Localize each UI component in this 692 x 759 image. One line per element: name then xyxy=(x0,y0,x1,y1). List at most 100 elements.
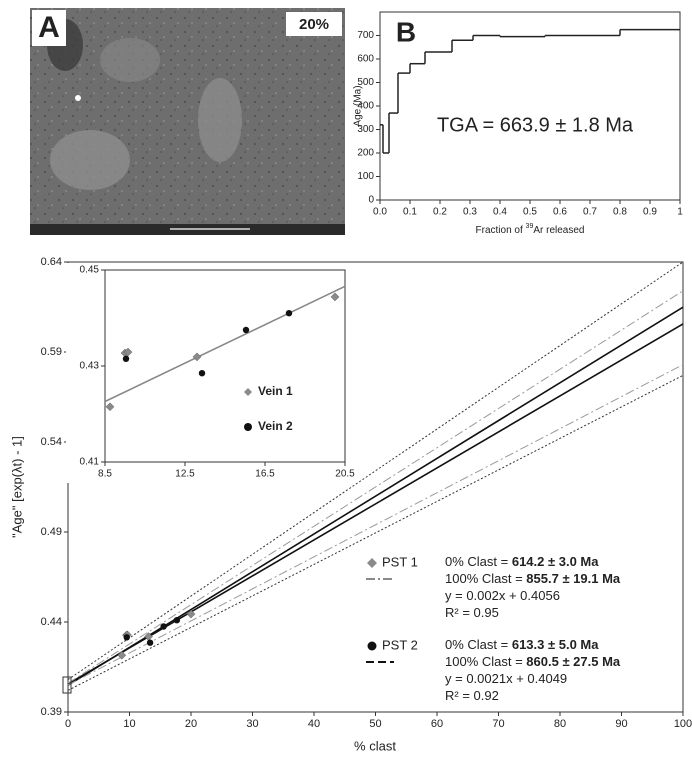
legend-value: 860.5 ± 27.5 Ma xyxy=(526,654,621,669)
y-tick-label: 700 xyxy=(357,30,374,41)
plot-frame xyxy=(379,11,681,201)
legend-label: PST 2 xyxy=(382,637,418,652)
legend-label: Vein 2 xyxy=(258,419,293,433)
panel-label: A xyxy=(38,11,60,44)
legend-key: y = 0.0021x + 0.4049 xyxy=(445,671,567,686)
point xyxy=(330,292,340,302)
label-box xyxy=(388,16,424,50)
x-tick-label: 30 xyxy=(246,718,258,730)
point xyxy=(173,617,181,624)
clast xyxy=(198,78,242,162)
legend-key: 100% Clast = xyxy=(445,571,526,586)
x-tick-label: 1 xyxy=(677,207,683,218)
y-tick-label: 600 xyxy=(357,54,374,65)
y-tick-label: 0 xyxy=(368,195,374,206)
legend-key: R² = 0.95 xyxy=(445,605,499,620)
legend-text: 0% Clast = 614.2 ± 3.0 Ma xyxy=(445,554,599,569)
panel-a: A 20% xyxy=(30,8,345,235)
legend-value: 613.3 ± 5.0 Ma xyxy=(512,637,599,652)
legend-text: 100% Clast = 855.7 ± 19.1 Ma xyxy=(445,571,621,586)
legend-text: R² = 0.92 xyxy=(445,688,499,703)
legend-key: 100% Clast = xyxy=(445,654,526,669)
legend-value: 855.7 ± 19.1 Ma xyxy=(526,571,621,586)
fit-line xyxy=(104,285,346,403)
y-tick-label: 300 xyxy=(357,124,374,135)
fit-line xyxy=(67,374,684,691)
legend-text: R² = 0.95 xyxy=(445,605,499,620)
clast xyxy=(50,130,130,190)
point xyxy=(198,370,206,377)
origin-box xyxy=(62,676,72,694)
y-tick-label: 0.64 xyxy=(41,256,62,268)
grain xyxy=(75,95,81,101)
legend-entry: PST 2 0% Clast = 613.3 ± 5.0 Ma 100% Clast… xyxy=(366,637,621,703)
annotation: TGA = 663.9 ± 1.8 Ma xyxy=(437,114,634,136)
point xyxy=(105,402,115,412)
y-tick-label: 0.54 xyxy=(41,436,62,448)
x-tick-label: 0.1 xyxy=(403,207,417,218)
x-tick-label: 20 xyxy=(185,718,197,730)
point xyxy=(146,639,154,646)
x-tick-label: 8.5 xyxy=(98,469,112,480)
x-tick-label: 16.5 xyxy=(255,469,275,480)
x-tick-label: 0.4 xyxy=(493,207,507,218)
y-tick-label: 0.43 xyxy=(80,361,100,372)
x-tick-label: 60 xyxy=(431,718,443,730)
legend-marker xyxy=(367,558,377,568)
y-tick-label: 400 xyxy=(357,101,374,112)
point xyxy=(242,326,250,334)
legend-marker xyxy=(244,388,252,396)
point xyxy=(117,650,127,660)
x-tick-label: 90 xyxy=(615,718,627,730)
y-tick-label: 0.45 xyxy=(80,265,100,276)
x-tick-label: 0 xyxy=(65,718,71,730)
legend-text: y = 0.002x + 0.4056 xyxy=(445,588,560,603)
x-tick-label: 0.7 xyxy=(583,207,597,218)
y-tick-label: 500 xyxy=(357,77,374,88)
fit-line xyxy=(67,323,684,685)
legend-key: y = 0.002x + 0.4056 xyxy=(445,588,560,603)
fit-line xyxy=(67,306,684,686)
legend-key: 0% Clast = xyxy=(445,637,512,652)
x-tick-label: 0.5 xyxy=(523,207,537,218)
x-tick-label: 0.2 xyxy=(433,207,447,218)
x-tick-label: 40 xyxy=(308,718,320,730)
legend-key: 0% Clast = xyxy=(445,554,512,569)
x-axis-title-part: 39 xyxy=(526,223,534,230)
y-tick-label: 0.49 xyxy=(41,526,62,538)
x-tick-label: 0.9 xyxy=(643,207,657,218)
y-tick-label: 0.41 xyxy=(80,457,100,468)
legend-text: 0% Clast = 613.3 ± 5.0 Ma xyxy=(445,637,599,652)
label-box xyxy=(32,10,66,46)
x-tick-label: 0.8 xyxy=(613,207,627,218)
x-axis-title: % clast xyxy=(354,738,396,753)
x-tick-label: 0.3 xyxy=(463,207,477,218)
legend-value: 614.2 ± 3.0 Ma xyxy=(512,554,599,569)
x-tick-label: 12.5 xyxy=(175,469,195,480)
clast xyxy=(100,38,160,82)
y-axis-title: "Age" [exp(λt) - 1] xyxy=(9,436,24,538)
x-tick-label: 100 xyxy=(674,718,692,730)
x-tick-label: 80 xyxy=(554,718,566,730)
legend-key: R² = 0.92 xyxy=(445,688,499,703)
legend-marker xyxy=(244,423,252,431)
x-tick-label: 10 xyxy=(123,718,135,730)
legend-marker xyxy=(367,641,377,651)
legend-text: 100% Clast = 860.5 ± 27.5 Ma xyxy=(445,654,621,669)
legend-label: Vein 1 xyxy=(258,384,293,398)
y-tick-label: 0.44 xyxy=(41,616,62,628)
point xyxy=(122,355,130,362)
y-tick-label: 100 xyxy=(357,171,374,182)
legend-entry: PST 1 0% Clast = 614.2 ± 3.0 Ma 100% Clast… xyxy=(366,554,621,620)
fit-line xyxy=(67,290,684,684)
point xyxy=(160,623,167,630)
y-tick-label: 0.39 xyxy=(41,706,62,718)
panel-label: B xyxy=(396,16,416,47)
x-tick-label: 50 xyxy=(369,718,381,730)
x-tick-label: 0.6 xyxy=(553,207,567,218)
x-axis-title-part: Fraction of xyxy=(476,225,526,236)
x-axis-title-part: Ar released xyxy=(533,225,584,236)
legend-label: PST 1 xyxy=(382,554,418,569)
